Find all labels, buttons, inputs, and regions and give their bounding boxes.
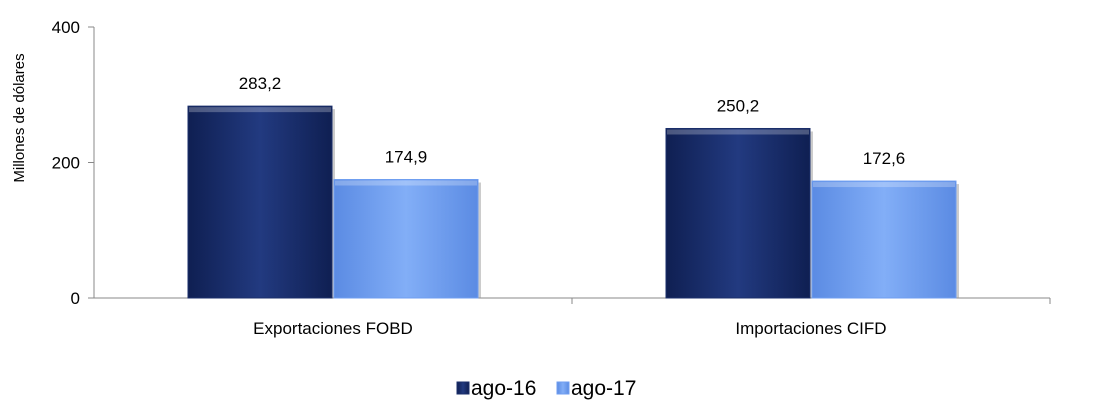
bar-value-label: 172,6 [863,149,906,168]
y-tick-label: 0 [71,289,80,308]
bar-highlight [335,180,477,186]
bar-value-label: 250,2 [717,96,760,115]
bar [187,105,333,299]
bar [811,180,957,299]
legend: ago-16 ago-17 [456,377,636,400]
legend-label: ago-17 [571,377,636,400]
x-category-label: Exportaciones FOBD [253,319,413,338]
bar-highlight [667,129,809,135]
bar-value-label: 283,2 [239,74,282,93]
bar-highlight [189,107,331,113]
legend-swatch [456,381,470,395]
bar [665,127,811,299]
legend-label: ago-16 [471,377,536,400]
bars [187,105,959,299]
y-tick-label: 400 [52,18,80,37]
y-axis-label: Millones de dólares [11,53,28,182]
data-labels: 283,2 174,9 250,2 172,6 [239,74,906,168]
x-axis: Exportaciones FOBD Importaciones CIFD [94,297,1051,338]
x-category-label: Importaciones CIFD [735,319,886,338]
bar [333,179,479,299]
bar-highlight [813,182,955,188]
y-axis: 0 200 400 [52,18,95,308]
bar-value-label: 174,9 [385,148,428,167]
y-tick-label: 200 [52,154,80,173]
legend-swatch [556,381,570,395]
